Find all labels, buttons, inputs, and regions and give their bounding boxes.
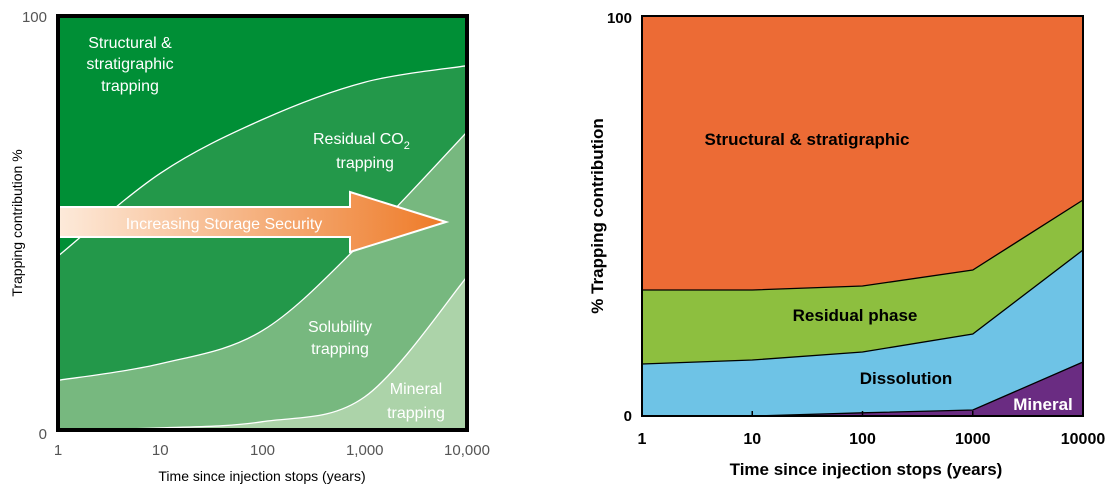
right-y-tick-100: 100 [607,10,632,27]
label-residual-line2: trapping [336,155,394,172]
left-y-tick-0: 0 [39,426,47,443]
right-x-tick-0: 1 [638,431,647,448]
right-area-layer [642,16,1083,416]
right-x-tick-2: 100 [849,431,876,448]
left-x-tick-4: 10,000 [444,442,490,459]
right-y-tick-0: 0 [624,408,632,425]
left-x-ticks: 1 10 100 1,000 10,000 [54,442,490,459]
left-chart: Increasing Storage Security Structural &… [9,9,490,484]
left-y-axis-label: Trapping contribution % [9,149,25,296]
label-residual-phase: Residual phase [793,306,918,325]
left-x-axis-label: Time since injection stops (years) [158,468,365,484]
label-mineral: Mineral trapping [387,381,445,422]
right-x-tick-labels: 1 10 100 1000 10000 [638,431,1106,448]
label-mineral-right: Mineral [1013,395,1073,414]
right-chart: Structural & stratigraphic Residual phas… [588,10,1105,479]
left-plot-frame [56,14,469,432]
right-boundary-residual-phase [642,199,1084,291]
left-boundary-residual [57,65,468,257]
storage-security-arrow [58,190,450,254]
left-x-tick-2: 100 [250,442,275,459]
label-structural: Structural & stratigraphic trapping [86,35,173,95]
right-x-tick-1: 10 [743,431,761,448]
label-structural-line1: Structural & [88,35,172,52]
label-residual-subscript: 2 [404,140,410,152]
left-x-tick-1: 10 [152,442,169,459]
label-solubility-line1: Solubility [308,319,372,336]
right-area-dissolution [642,250,1083,416]
left-area-mineral [58,276,467,430]
right-area-mineral [642,362,1083,416]
left-x-tick-3: 1,000 [346,442,384,459]
label-structural-line3: trapping [101,78,159,95]
label-solubility: Solubility trapping [308,319,372,358]
label-dissolution: Dissolution [860,369,953,388]
left-x-tick-0: 1 [54,442,62,459]
label-solubility-line2: trapping [311,341,369,358]
right-x-tick-4: 10000 [1061,431,1106,448]
left-area-solubility [58,131,467,430]
label-mineral-line2: trapping [387,405,445,422]
right-boundary-dissolution [641,249,1084,365]
label-residual-line1: Residual CO2 [313,131,410,152]
left-boundary-solubility [57,131,468,381]
right-x-tick-3: 1000 [955,431,991,448]
label-structural-stratigraphic: Structural & stratigraphic [705,130,910,149]
right-y-axis-label: % Trapping contribution [588,118,607,313]
label-structural-line2: stratigraphic [86,56,173,73]
left-y-tick-100: 100 [22,9,47,26]
label-mineral-line1: Mineral [390,381,442,398]
label-residual-co: Residual CO [313,131,404,148]
label-residual: Residual CO2 trapping [313,131,410,172]
right-x-ticks [641,411,1084,416]
storage-security-label: Increasing Storage Security [126,216,323,233]
right-x-axis-label: Time since injection stops (years) [730,460,1003,479]
